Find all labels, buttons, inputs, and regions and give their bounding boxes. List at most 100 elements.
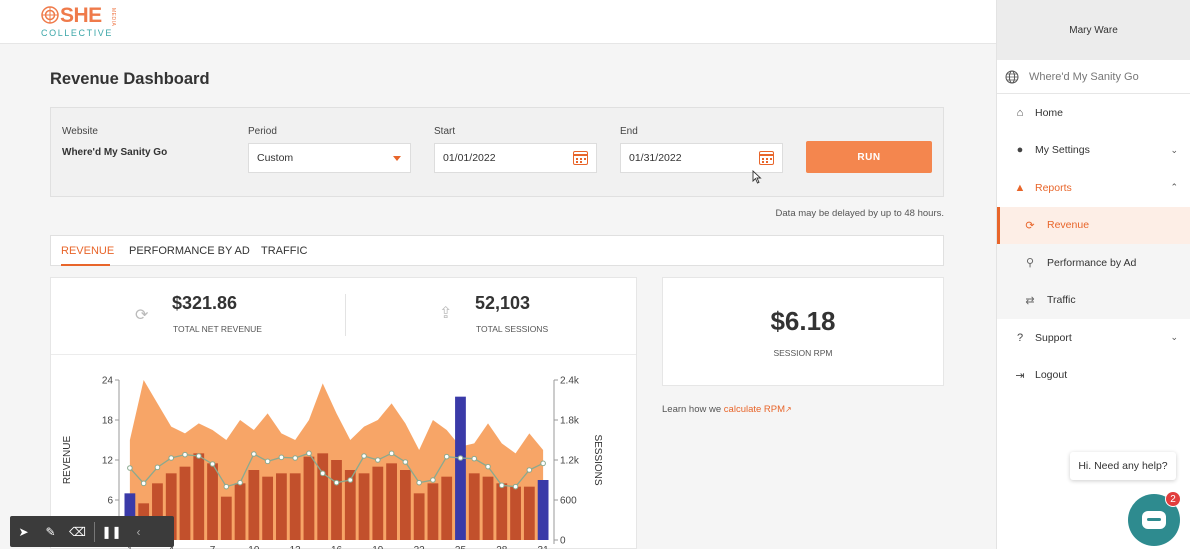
- sessions-point: [361, 453, 367, 459]
- pen-icon[interactable]: ✎: [45, 524, 56, 539]
- y-tick-label: 6: [107, 496, 113, 507]
- nav-performance-label: Performance by Ad: [1047, 256, 1137, 269]
- revenue-bar: [523, 486, 535, 540]
- y2-tick-label: 0: [560, 536, 566, 547]
- start-date-input[interactable]: 01/01/2022: [434, 143, 597, 173]
- chat-unread-badge: 2: [1165, 491, 1181, 507]
- sessions-point: [457, 455, 464, 461]
- kpi-separator-line: [51, 354, 636, 355]
- nav-reports[interactable]: ▲ Reports ⌃: [997, 169, 1190, 207]
- nav-traffic-label: Traffic: [1047, 294, 1076, 307]
- end-date-value: 01/31/2022: [629, 152, 682, 164]
- pause-icon[interactable]: ❚❚: [101, 524, 122, 539]
- revenue-bar: [344, 470, 356, 540]
- revenue-bar: [358, 473, 370, 540]
- sessions-point: [402, 459, 409, 465]
- pointer-icon[interactable]: ➤: [18, 524, 29, 539]
- nav-home[interactable]: ⌂ Home: [997, 94, 1190, 132]
- sessions-point: [443, 453, 450, 460]
- y2-tick-label: 1.8k: [560, 416, 580, 427]
- x-tick-label: 31: [538, 545, 550, 549]
- total-sessions-label: TOTAL SESSIONS: [476, 324, 549, 334]
- chart-icon: ▲: [1014, 181, 1026, 194]
- sessions-point: [540, 460, 546, 467]
- logo-collective-text: COLLECTIVE: [41, 28, 114, 38]
- nav-traffic[interactable]: ⇄ Traffic: [997, 281, 1190, 319]
- mouse-cursor-icon: [752, 170, 762, 184]
- page-title: Revenue Dashboard: [50, 70, 210, 88]
- logo-media-text: MEDIA: [110, 8, 116, 27]
- x-tick-label: 13: [290, 545, 302, 549]
- sessions-point: [182, 451, 188, 458]
- external-link-icon: ↗: [785, 405, 792, 414]
- calendar-icon[interactable]: [759, 151, 774, 165]
- revenue-bar: [496, 483, 508, 540]
- chat-icon: [1142, 511, 1166, 529]
- period-select-value: Custom: [257, 152, 294, 164]
- session-rpm-label: SESSION RPM: [773, 348, 833, 358]
- nav-my-settings[interactable]: ● My Settings ⌄: [997, 132, 1190, 170]
- caret-down-icon: [393, 156, 401, 161]
- nav-logout[interactable]: ⇥ Logout: [997, 357, 1190, 395]
- logo-mark-icon: [41, 6, 59, 24]
- total-sessions-value: 52,103: [475, 293, 531, 313]
- x-tick-label: 10: [248, 545, 260, 549]
- nav-reports-label: Reports: [1035, 181, 1072, 194]
- sessions-point: [237, 479, 243, 486]
- tab-performance-by-ad[interactable]: PERFORMANCE BY AD: [129, 245, 250, 257]
- revenue-bar: [510, 486, 521, 540]
- revenue-bar: [262, 476, 274, 540]
- sessions-point: [154, 464, 161, 471]
- right-sidebar: Mary Ware Where'd My Sanity Go ⌂ Home ● …: [996, 0, 1190, 549]
- y-tick-label: 12: [102, 456, 114, 467]
- revenue-icon: ⟳: [135, 307, 149, 324]
- y-axis-title: REVENUE: [62, 436, 73, 485]
- arrows-icon: ⇄: [1025, 294, 1035, 307]
- sessions-point: [195, 453, 202, 459]
- data-delay-note: Data may be delayed by up to 48 hours.: [775, 208, 944, 219]
- learn-rpm-text: Learn how we calculate RPM↗: [662, 404, 792, 415]
- sessions-point: [498, 482, 505, 489]
- revenue-bar: [207, 463, 218, 540]
- revenue-bar: [331, 460, 342, 540]
- nav-revenue[interactable]: ⟳ Revenue: [997, 206, 1190, 244]
- nav-support[interactable]: ? Support ⌄: [997, 319, 1190, 357]
- period-select[interactable]: Custom: [248, 143, 411, 173]
- revenue-bar: [152, 483, 163, 540]
- sessions-point: [319, 470, 326, 477]
- calendar-icon[interactable]: [573, 151, 588, 165]
- user-name[interactable]: Mary Ware: [997, 0, 1190, 60]
- x-tick-label: 28: [496, 545, 508, 549]
- sessions-point: [512, 483, 519, 490]
- kpi-divider: [345, 294, 346, 336]
- sessions-point: [251, 451, 257, 457]
- site-selector-value: Where'd My Sanity Go: [1029, 70, 1139, 83]
- logo-she-text: SHE: [60, 4, 102, 27]
- y2-axis-title: SESSIONS: [592, 434, 603, 485]
- tab-revenue[interactable]: REVENUE: [61, 245, 115, 257]
- end-date-input[interactable]: 01/31/2022: [620, 143, 783, 173]
- x-tick-label: 19: [372, 545, 384, 549]
- sessions-point: [168, 455, 175, 461]
- nav-home-label: Home: [1035, 106, 1064, 119]
- y-tick-label: 18: [102, 416, 114, 427]
- revenue-bar: [289, 473, 301, 540]
- chat-greeting[interactable]: Hi. Need any help?: [1070, 452, 1176, 480]
- revenue-bar: [303, 456, 315, 540]
- learn-rpm-prefix: Learn how we: [662, 404, 724, 415]
- chevron-up-icon: ⌃: [1170, 182, 1178, 193]
- eraser-icon[interactable]: ⌫: [69, 524, 86, 539]
- revenue-bar: [248, 470, 260, 540]
- nav-performance-by-ad[interactable]: ⚲ Performance by Ad: [997, 244, 1190, 282]
- site-selector[interactable]: Where'd My Sanity Go: [997, 60, 1190, 94]
- revenue-bar: [234, 483, 246, 540]
- she-collective-logo[interactable]: SHE MEDIA COLLECTIVE: [40, 4, 120, 40]
- calculate-rpm-link[interactable]: calculate RPM: [723, 404, 786, 415]
- nav-logout-label: Logout: [1035, 369, 1068, 382]
- tab-traffic[interactable]: TRAFFIC: [261, 245, 308, 257]
- collapse-toolbar-icon[interactable]: ‹: [136, 524, 141, 539]
- sessions-point: [416, 479, 422, 486]
- run-button[interactable]: RUN: [806, 141, 932, 173]
- sessions-point: [209, 461, 216, 467]
- sessions-point: [306, 450, 312, 457]
